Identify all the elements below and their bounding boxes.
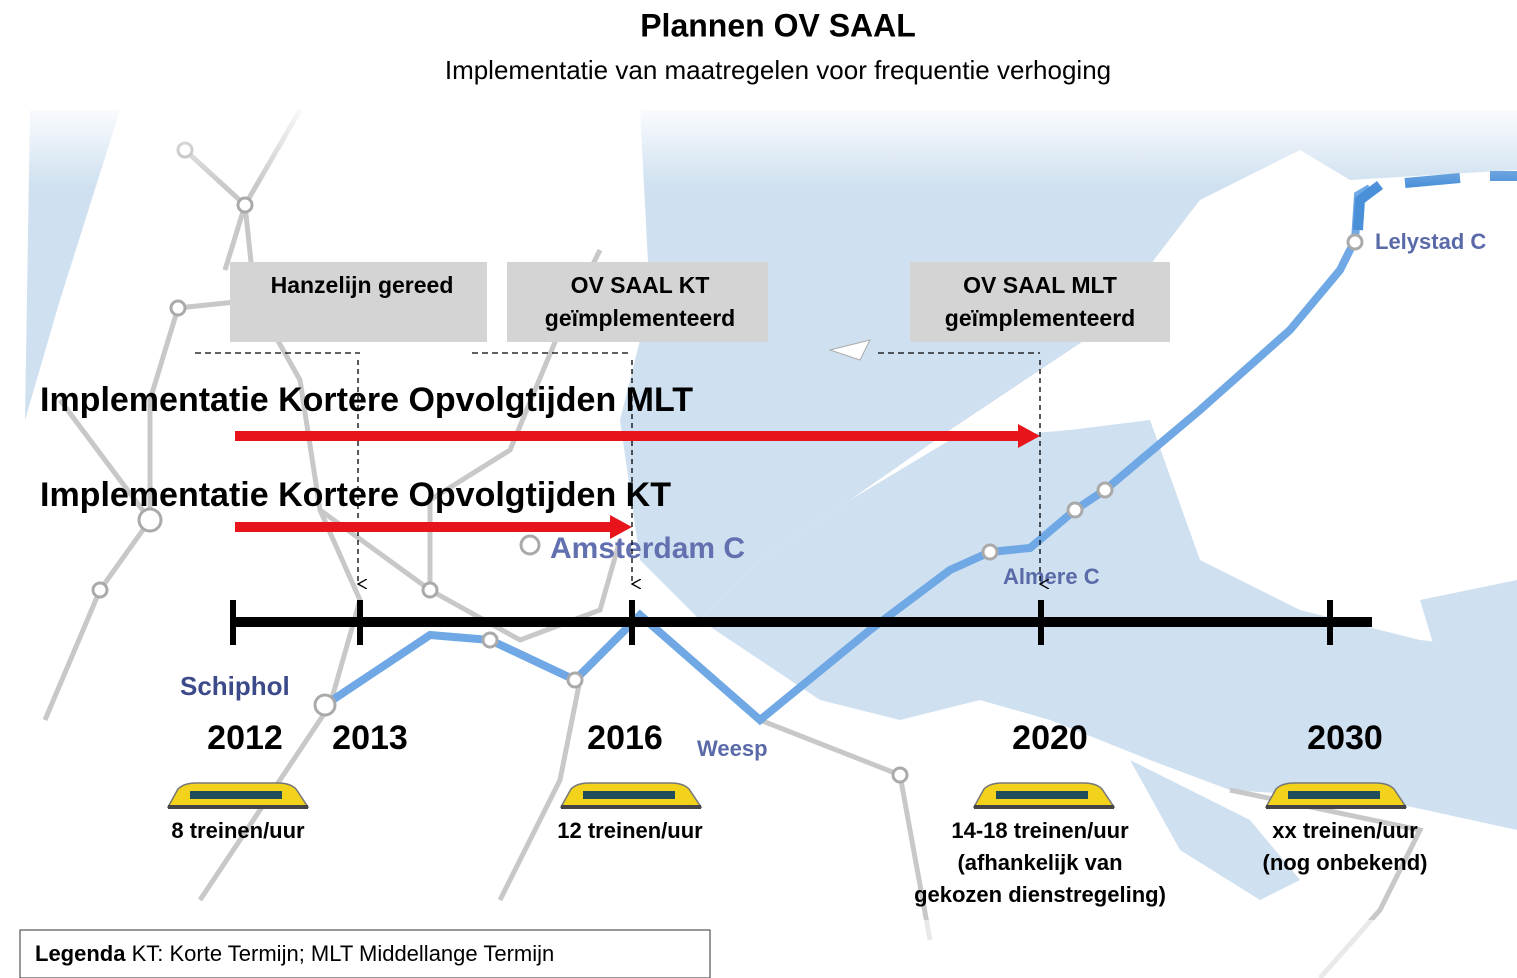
map-label: Amsterdam C (550, 532, 745, 565)
train-window (190, 791, 282, 799)
year-label: 2030 (1307, 719, 1383, 757)
program-arrowhead (1018, 424, 1040, 448)
train-base (974, 805, 1114, 809)
program-arrowhead (610, 515, 632, 539)
milestone-label: geïmplementeerd (545, 305, 735, 331)
legend-label: Legenda (35, 941, 126, 966)
milestone-box (230, 262, 487, 342)
train-icon (166, 782, 310, 809)
subtitle: Implementatie van maatregelen voor frequ… (445, 55, 1111, 85)
milestone-label: Hanzelijn gereed (271, 272, 454, 298)
train-base (561, 805, 701, 809)
milestone-box (910, 262, 1170, 342)
legend: Legenda KT: Korte Termijn; MLT Middellan… (35, 941, 554, 966)
train-window (1288, 791, 1380, 799)
year-label: 2016 (587, 719, 663, 757)
train-icon (559, 782, 703, 809)
program-label: Implementatie Kortere Opvolgtijden KT (40, 476, 671, 514)
train-base (168, 805, 308, 809)
frequency-label: (afhankelijk van (957, 850, 1122, 875)
year-label: 2013 (332, 719, 408, 757)
year-label: 2012 (207, 719, 283, 757)
frequency-label: 8 treinen/uur (171, 818, 305, 843)
train-window (996, 791, 1088, 799)
year-label: 2020 (1012, 719, 1088, 757)
map-label: Almere C (1003, 564, 1100, 589)
map-label: Lelystad C (1375, 229, 1486, 254)
legend-box (19, 929, 711, 978)
frequency-label: xx treinen/uur (1272, 818, 1418, 843)
milestone-label: OV SAAL MLT (963, 272, 1117, 298)
title: Plannen OV SAAL (640, 7, 916, 43)
map-label: Weesp (697, 736, 768, 761)
frequency-label: 14-18 treinen/uur (951, 818, 1129, 843)
legend-text: KT: Korte Termijn; MLT Middellange Termi… (132, 941, 555, 966)
train-icon (1264, 782, 1408, 809)
program-label: Implementatie Kortere Opvolgtijden MLT (40, 381, 693, 419)
train-base (1266, 805, 1406, 809)
frequency-label: 12 treinen/uur (557, 818, 703, 843)
map-label: Schiphol (180, 671, 290, 701)
train-icon (972, 782, 1116, 809)
frequency-label: (nog onbekend) (1263, 850, 1428, 875)
map-background (0, 100, 1517, 978)
train-window (583, 791, 675, 799)
milestone-box (507, 262, 768, 342)
milestone-label: OV SAAL KT (571, 272, 710, 298)
milestone-label: geïmplementeerd (945, 305, 1135, 331)
frequency-label: gekozen dienstregeling) (914, 882, 1166, 907)
